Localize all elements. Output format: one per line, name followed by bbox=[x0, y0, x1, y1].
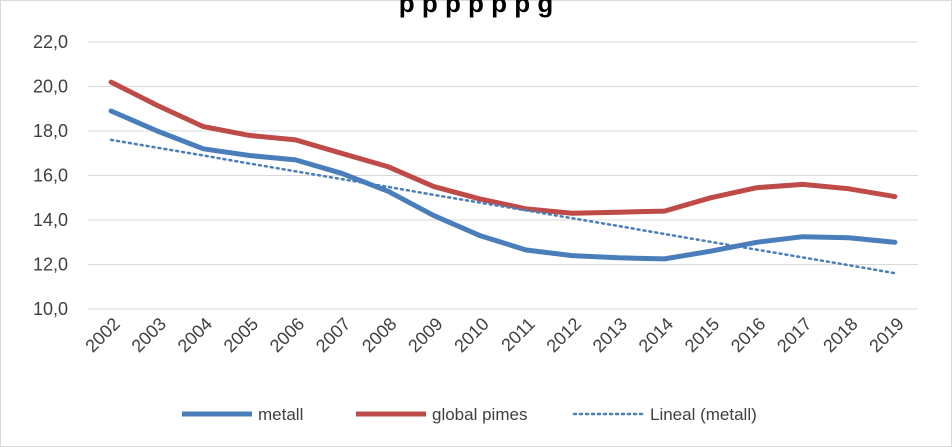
x-tick-label: 2007 bbox=[312, 314, 354, 356]
y-axis-ticks: 10,0 12,0 14,0 16,0 18,0 20,0 22,0 bbox=[33, 32, 68, 319]
x-tick-label: 2003 bbox=[128, 314, 170, 356]
legend[interactable]: metall global pimes Lineal (metall) bbox=[182, 405, 757, 424]
y-tick-label: 10,0 bbox=[33, 299, 68, 319]
series-lines bbox=[108, 79, 898, 275]
legend-label-0: metall bbox=[258, 405, 303, 424]
x-tick-label: 2014 bbox=[635, 314, 677, 356]
legend-label-1: global pimes bbox=[432, 405, 527, 424]
y-tick-label: 18,0 bbox=[33, 121, 68, 141]
chart-title-fragment: p p p p p p g bbox=[398, 0, 554, 18]
y-tick-label: 20,0 bbox=[33, 77, 68, 97]
y-tick-label: 16,0 bbox=[33, 166, 68, 186]
x-tick-label: 2008 bbox=[358, 314, 400, 356]
legend-label-2: Lineal (metall) bbox=[650, 405, 757, 424]
x-tick-label: 2016 bbox=[727, 314, 769, 356]
series-line-1[interactable] bbox=[108, 79, 898, 216]
x-tick-label: 2006 bbox=[266, 314, 308, 356]
x-tick-label: 2017 bbox=[773, 314, 815, 356]
y-tick-label: 14,0 bbox=[33, 210, 68, 230]
x-tick-label: 2013 bbox=[589, 314, 631, 356]
y-tick-label: 12,0 bbox=[33, 255, 68, 275]
x-tick-label: 2018 bbox=[819, 314, 861, 356]
x-tick-label: 2019 bbox=[865, 314, 907, 356]
x-tick-label: 2005 bbox=[220, 314, 262, 356]
x-tick-label: 2002 bbox=[81, 314, 123, 356]
x-tick-label: 2010 bbox=[450, 314, 492, 356]
y-tick-label: 22,0 bbox=[33, 32, 68, 52]
x-tick-label: 2012 bbox=[543, 314, 585, 356]
x-tick-label: 2011 bbox=[497, 314, 539, 356]
x-tick-label: 2004 bbox=[174, 314, 216, 356]
x-axis-ticks: 2002 2003 2004 2005 2006 2007 2008 2009 2010 2011… bbox=[81, 314, 907, 356]
x-tick-label: 2009 bbox=[404, 314, 446, 356]
series-line-2[interactable] bbox=[109, 138, 897, 275]
gridlines bbox=[88, 41, 918, 310]
x-tick-label: 2015 bbox=[681, 314, 723, 356]
series-line-0[interactable] bbox=[108, 108, 898, 262]
